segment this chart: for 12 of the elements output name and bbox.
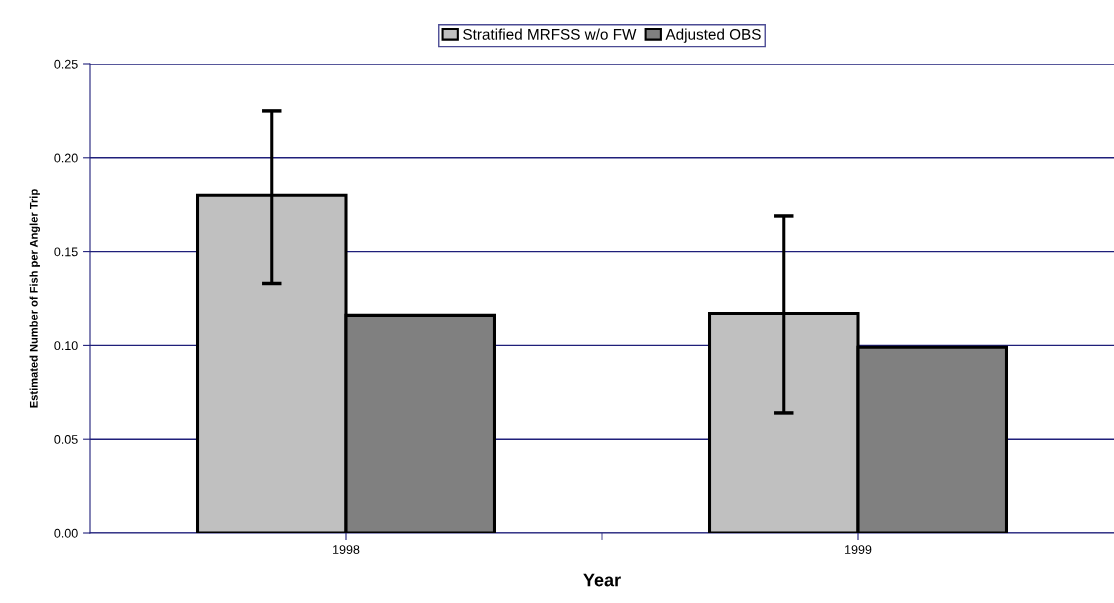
legend-label: Adjusted OBS bbox=[665, 28, 761, 43]
x-tick-label: 1998 bbox=[333, 545, 360, 554]
y-tick-label: 0.25 bbox=[54, 59, 78, 69]
legend-label: Stratified MRFSS w/o FW bbox=[463, 28, 637, 40]
x-tick-label: 1999 bbox=[845, 545, 872, 554]
y-tick-label: 0.20 bbox=[54, 153, 78, 163]
y-tick-label: 0.10 bbox=[54, 341, 78, 351]
y-tick-label: 0.05 bbox=[54, 435, 78, 444]
y-tick-label: 0.00 bbox=[54, 528, 78, 538]
y-axis-title: Estimated Number of Fish per Angler Trip bbox=[29, 189, 40, 408]
x-axis-title: Year bbox=[583, 573, 621, 587]
y-tick-label: 0.15 bbox=[54, 247, 78, 257]
